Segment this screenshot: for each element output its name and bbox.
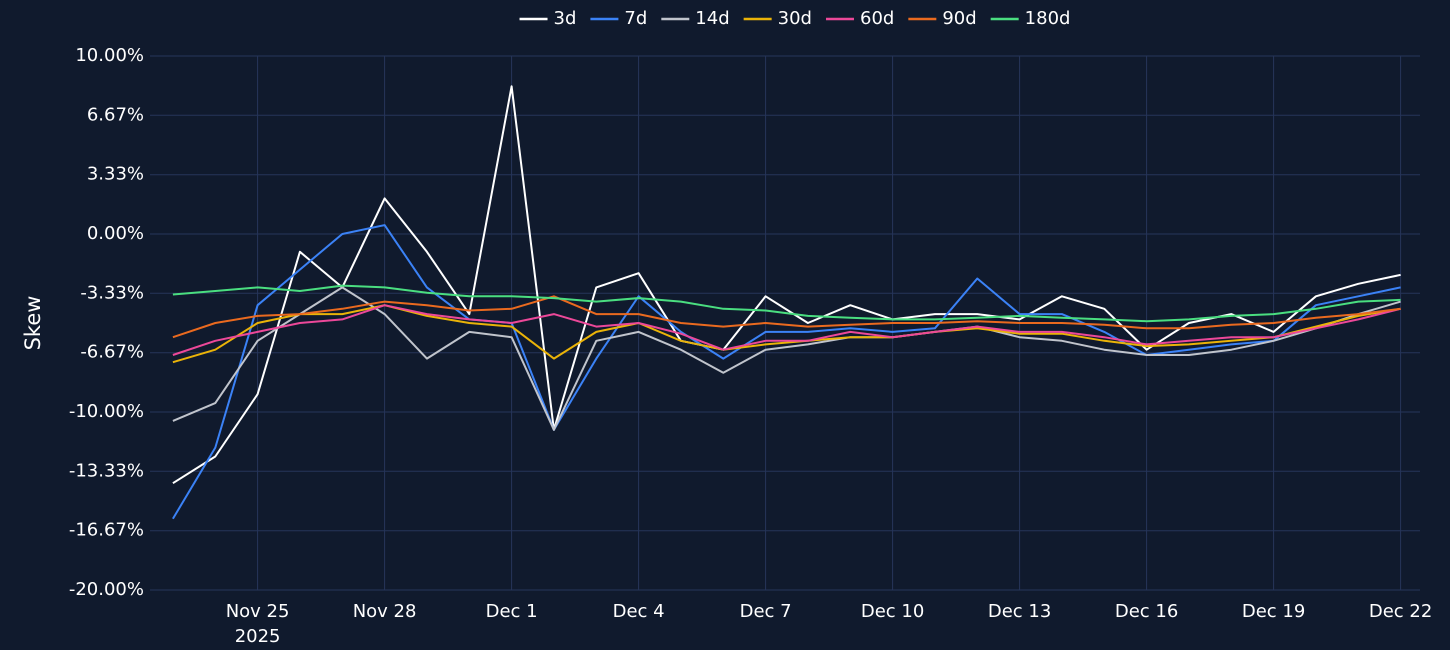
y-tick-label: -6.67% xyxy=(80,342,144,363)
legend-label: 180d xyxy=(1025,8,1071,29)
y-tick-label: 10.00% xyxy=(75,45,144,66)
x-tick-label: Dec 22 xyxy=(1369,601,1432,622)
series-line xyxy=(172,286,1401,431)
y-tick-label: -13.33% xyxy=(69,460,144,481)
x-tick-label: Dec 16 xyxy=(1115,601,1178,622)
x-tick-label: Dec 7 xyxy=(740,601,792,622)
x-tick-label: Dec 10 xyxy=(861,601,924,622)
legend-label: 60d xyxy=(860,8,894,29)
y-tick-label: 3.33% xyxy=(87,164,144,185)
series-line xyxy=(172,295,1401,339)
legend-label: 3d xyxy=(554,8,577,29)
series-line xyxy=(172,85,1401,485)
x-tick-label: Dec 1 xyxy=(486,601,538,622)
y-tick-label: 6.67% xyxy=(87,104,144,125)
y-tick-label: -16.67% xyxy=(69,520,144,541)
y-tick-label: -3.33% xyxy=(80,282,144,303)
legend-label: 7d xyxy=(624,8,647,29)
y-tick-label: -20.00% xyxy=(69,579,144,600)
y-tick-label: -10.00% xyxy=(69,401,144,422)
x-tick-label: Dec 4 xyxy=(613,601,665,622)
x-tick-label: Nov 28 xyxy=(353,601,417,622)
x-tick-label: Dec 13 xyxy=(988,601,1051,622)
legend-label: 14d xyxy=(695,8,729,29)
series-line xyxy=(172,304,1401,356)
legend-label: 30d xyxy=(778,8,812,29)
legend: 3d 7d 14d 30d 60d 90d 180d xyxy=(519,8,1071,29)
x-tick-label: Nov 25 xyxy=(226,601,290,622)
legend-label: 90d xyxy=(942,8,976,29)
y-axis-label: Skew xyxy=(21,296,45,351)
series-line xyxy=(172,224,1401,520)
x-tick-label: Dec 19 xyxy=(1242,601,1305,622)
y-tick-label: 0.00% xyxy=(87,223,144,244)
x-tick-year: 2025 xyxy=(235,626,281,647)
series-line xyxy=(172,284,1401,323)
